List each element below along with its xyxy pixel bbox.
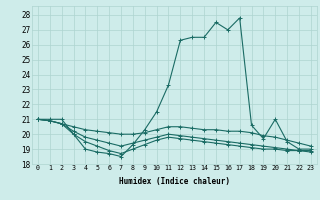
X-axis label: Humidex (Indice chaleur): Humidex (Indice chaleur) [119,177,230,186]
